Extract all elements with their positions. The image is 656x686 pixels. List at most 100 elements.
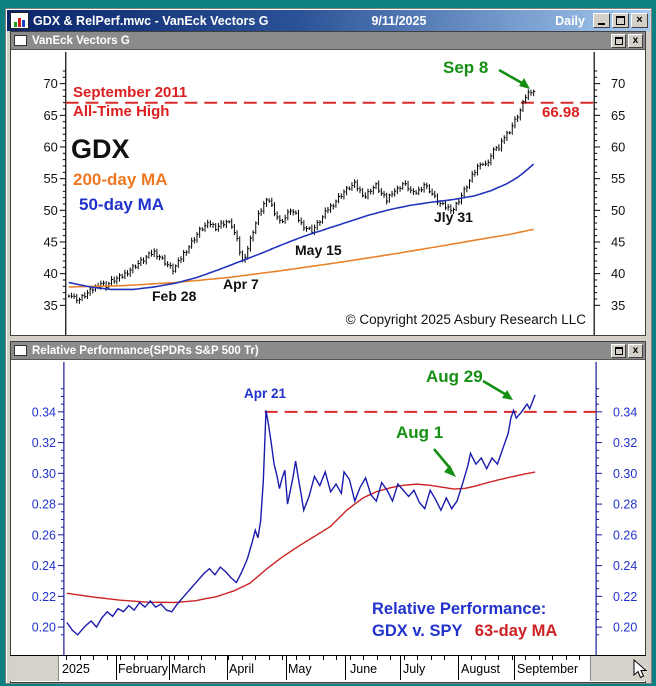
week-tick: [214, 656, 216, 660]
svg-text:0.30: 0.30: [32, 467, 56, 481]
month-separator: [345, 656, 346, 680]
week-tick: [579, 656, 580, 660]
week-tick: [471, 656, 472, 660]
price-panel: VanEck Vectors G x 35 35 40 40 45 45 50 50 55 55 6…: [10, 31, 646, 336]
week-tick: [538, 656, 540, 660]
symbol-label: GDX: [71, 134, 130, 164]
week-tick: [160, 656, 162, 660]
price-chart-body: 35 35 40 40 45 45 50 50 55 55 60 60 65 65 70 70 Septemb…: [11, 50, 645, 335]
month-separator: [227, 656, 228, 680]
apr7-label: Apr 7: [223, 276, 259, 292]
month-label: August: [461, 662, 500, 676]
window-titlebar[interactable]: GDX & RelPerf.mwc - VanEck Vectors G 9/1…: [7, 10, 650, 31]
window-title: GDX & RelPerf.mwc - VanEck Vectors G: [33, 13, 269, 28]
week-tick: [403, 656, 405, 660]
relperf-panel-maximize-button[interactable]: [611, 343, 626, 358]
svg-text:35: 35: [611, 298, 625, 313]
week-tick: [363, 656, 364, 660]
maximize-button[interactable]: [612, 13, 629, 28]
feb28-label: Feb 28: [152, 288, 197, 304]
month-separator: [514, 656, 515, 680]
ma50-legend-label: 50-day MA: [79, 195, 165, 214]
svg-text:55: 55: [44, 171, 58, 186]
week-tick: [147, 656, 148, 660]
price-panel-header[interactable]: VanEck Vectors G x: [11, 32, 645, 50]
app-chart-icon: [10, 12, 29, 29]
maximize-icon: [614, 346, 623, 355]
aug29-annotation: Aug 29: [426, 367, 483, 386]
relperf-panel-header[interactable]: Relative Performance(SPDRs S&P 500 Tr) x: [11, 342, 645, 360]
week-tick: [484, 656, 486, 660]
relperf-chart-canvas[interactable]: 0.20 0.20 0.22 0.22 0.24 0.24 0.26 0.26 0.28 0.28…: [11, 360, 645, 656]
week-tick: [390, 656, 391, 660]
gdx-price-chart-canvas[interactable]: 35 35 40 40 45 45 50 50 55 55 60 60 65 65 70 70: [11, 50, 645, 335]
price-panel-close-button[interactable]: x: [628, 33, 643, 48]
maximize-icon: [614, 36, 623, 45]
svg-text:0.22: 0.22: [613, 590, 637, 604]
svg-text:65: 65: [611, 108, 625, 123]
svg-text:50: 50: [611, 203, 625, 218]
month-separator: [286, 656, 287, 680]
week-tick: [66, 656, 67, 660]
week-tick: [133, 656, 135, 660]
month-label: May: [288, 662, 312, 676]
svg-text:0.32: 0.32: [613, 436, 637, 450]
sep8-annotation: Sep 8: [443, 58, 489, 77]
price-panel-maximize-button[interactable]: [611, 33, 626, 48]
month-label: February: [118, 662, 169, 676]
week-tick: [241, 656, 243, 660]
relperf-panel-close-button[interactable]: x: [628, 343, 643, 358]
week-tick: [376, 656, 378, 660]
week-tick: [525, 656, 526, 660]
svg-text:0.34: 0.34: [32, 405, 56, 419]
ath-line2: All-Time High: [73, 103, 170, 120]
aug29-arrow-icon: [482, 379, 513, 400]
week-tick: [430, 656, 432, 660]
panel-icon: [14, 345, 27, 356]
svg-text:0.20: 0.20: [32, 621, 56, 635]
svg-text:40: 40: [44, 266, 58, 281]
close-icon: x: [632, 34, 639, 46]
week-tick: [79, 656, 81, 660]
svg-text:0.32: 0.32: [32, 436, 56, 450]
svg-text:60: 60: [44, 139, 58, 154]
ma63-legend-label: 63-day MA: [474, 622, 558, 640]
svg-text:70: 70: [44, 76, 58, 91]
svg-text:0.30: 0.30: [613, 467, 637, 481]
month-separator: [116, 656, 117, 680]
week-tick: [268, 656, 270, 660]
relperf-legend: Relative Performance: GDX v. SPY 63-day …: [372, 600, 557, 641]
relperf-panel-title: Relative Performance(SPDRs S&P 500 Tr): [32, 344, 259, 357]
week-tick: [309, 656, 310, 660]
svg-text:0.26: 0.26: [32, 528, 56, 542]
week-tick: [565, 656, 567, 660]
week-tick: [295, 656, 297, 660]
ath-level-label: 66.98: [542, 104, 580, 121]
month-label: April: [229, 662, 255, 676]
month-label: March: [171, 662, 206, 676]
aug1-annotation: Aug 1: [396, 423, 444, 442]
relperf-legend-symbol: GDX v. SPY: [372, 622, 463, 640]
svg-text:0.20: 0.20: [613, 621, 637, 635]
relperf-chart-body: 0.20 0.20 0.22 0.22 0.24 0.24 0.26 0.26 0.28 0.28…: [11, 360, 645, 656]
svg-text:35: 35: [44, 298, 58, 313]
svg-text:60: 60: [611, 139, 625, 154]
time-axis-strip[interactable]: 2025 February March April May June July August S…: [10, 655, 647, 681]
axis-corner-box-left: [10, 656, 59, 681]
week-tick: [106, 656, 108, 660]
week-tick: [511, 656, 513, 660]
minimize-button[interactable]: [593, 13, 610, 28]
ath-line1: September 2011: [73, 84, 188, 101]
relperf-panel: Relative Performance(SPDRs S&P 500 Tr) x…: [10, 341, 646, 683]
all-time-high-label: September 2011 All-Time High: [73, 83, 187, 121]
week-tick: [120, 656, 121, 660]
week-tick: [417, 656, 418, 660]
relperf-legend-line1: Relative Performance:: [372, 600, 547, 618]
week-tick: [444, 656, 445, 660]
close-button[interactable]: ×: [631, 13, 648, 28]
close-icon: x: [632, 344, 639, 356]
month-separator: [400, 656, 401, 680]
may15-label: May 15: [295, 242, 342, 258]
week-tick: [93, 656, 94, 660]
